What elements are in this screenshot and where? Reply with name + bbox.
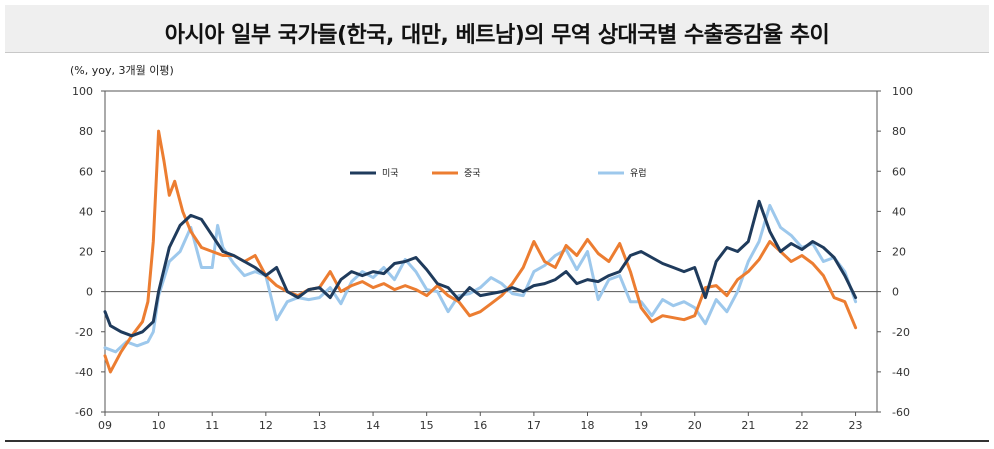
x-tick-label: 13 — [312, 419, 326, 432]
y-tick-label: -60 — [75, 406, 93, 419]
y-tick-label: 100 — [72, 85, 93, 98]
y-right-tick-label: -60 — [892, 406, 910, 419]
y-tick-label: 80 — [79, 125, 93, 138]
y-right-tick-label: 80 — [892, 125, 906, 138]
x-tick-label: 22 — [795, 419, 809, 432]
x-tick-label: 10 — [152, 419, 166, 432]
y-right-tick-label: 40 — [892, 205, 906, 218]
title-divider — [5, 52, 989, 53]
x-tick-label: 21 — [741, 419, 755, 432]
x-tick-label: 18 — [581, 419, 595, 432]
chart-title: 아시아 일부 국가들(한국, 대만, 베트남)의 무역 상대국별 수출증감율 추… — [164, 23, 830, 48]
y-right-tick-label: 20 — [892, 246, 906, 259]
y-tick-label: -40 — [75, 366, 93, 379]
legend-label-us: 미국 — [382, 168, 399, 179]
y-right-tick-label: 0 — [892, 286, 899, 299]
x-tick-label: 23 — [849, 419, 863, 432]
y-tick-label: -20 — [75, 326, 93, 339]
x-tick-label: 16 — [473, 419, 487, 432]
x-tick-label: 17 — [527, 419, 541, 432]
series-line-us — [103, 199, 858, 338]
x-tick-label: 20 — [688, 419, 702, 432]
title-bar: 아시아 일부 국가들(한국, 대만, 베트남)의 무역 상대국별 수출증감율 추… — [5, 5, 989, 53]
bottom-divider — [5, 440, 989, 442]
legend-label-eu: 유럽 — [630, 168, 647, 179]
x-tick-label: 15 — [420, 419, 434, 432]
plot-frame — [104, 90, 878, 413]
series-line-china — [103, 129, 858, 374]
x-tick-label: 09 — [98, 419, 112, 432]
y-right-tick-label: -20 — [892, 326, 910, 339]
y-right-tick-label: -40 — [892, 366, 910, 379]
unit-label: (%, yoy, 3개월 이평) — [70, 64, 174, 77]
y-tick-label: 40 — [79, 205, 93, 218]
series-line-eu — [103, 203, 858, 354]
x-tick-label: 11 — [205, 419, 219, 432]
y-tick-label: 0 — [86, 286, 93, 299]
y-right-tick-label: 60 — [892, 165, 906, 178]
y-tick-label: 20 — [79, 246, 93, 259]
y-tick-label: 60 — [79, 165, 93, 178]
y-right-tick-label: 100 — [892, 85, 913, 98]
x-tick-label: 19 — [634, 419, 648, 432]
legend-label-china: 중국 — [464, 168, 481, 179]
x-tick-label: 12 — [259, 419, 273, 432]
x-tick-label: 14 — [366, 419, 380, 432]
